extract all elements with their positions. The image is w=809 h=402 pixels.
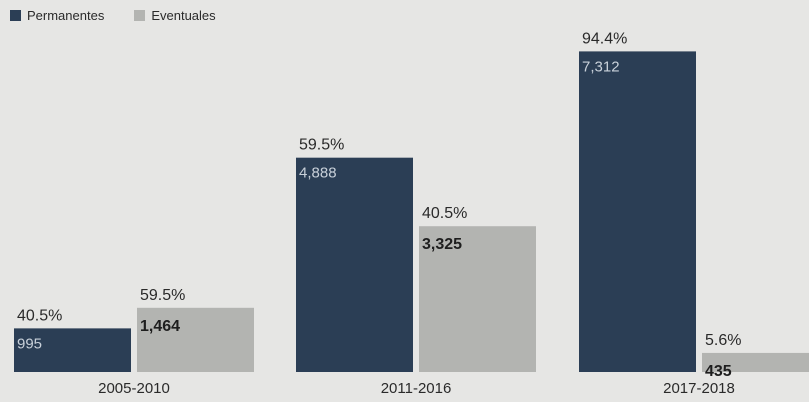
bar-permanentes-2017-2018	[579, 51, 696, 373]
x-tick-label-2005-2010: 2005-2010	[98, 380, 170, 397]
x-tick-label-2017-2018: 2017-2018	[663, 380, 735, 397]
value-label-permanentes-2017-2018: 7,312	[582, 58, 620, 75]
pct-label-permanentes-2011-2016: 59.5%	[299, 137, 344, 154]
pct-label-permanentes-2005-2010: 40.5%	[17, 307, 62, 324]
value-label-permanentes-2005-2010: 995	[17, 335, 42, 352]
legend-label-permanentes: Permanentes	[27, 8, 105, 23]
legend-item-eventuales: Eventuales	[134, 8, 216, 23]
legend-item-permanentes: Permanentes	[10, 8, 104, 23]
x-tick-label-2011-2016: 2011-2016	[381, 380, 452, 397]
pct-label-eventuales-2011-2016: 40.5%	[422, 205, 467, 222]
value-label-permanentes-2011-2016: 4,888	[299, 165, 337, 182]
bar-eventuales-2011-2016	[419, 226, 536, 372]
legend-swatch-eventuales	[134, 10, 146, 21]
value-label-eventuales-2017-2018: 435	[705, 363, 732, 380]
pct-label-eventuales-2005-2010: 59.5%	[140, 287, 185, 304]
bar-eventuales-2005-2010	[137, 307, 254, 372]
pct-label-eventuales-2017-2018: 5.6%	[705, 332, 741, 349]
bar-eventuales-2017-2018	[702, 352, 809, 372]
bar-permanentes-2005-2010	[14, 328, 131, 372]
legend-swatch-permanentes	[10, 10, 21, 21]
pct-label-permanentes-2017-2018: 94.4%	[582, 30, 627, 47]
bar-permanentes-2011-2016	[296, 157, 413, 372]
legend-label-eventuales: Eventuales	[151, 8, 216, 23]
value-label-eventuales-2011-2016: 3,325	[422, 236, 462, 253]
legend: Permanentes Eventuales	[10, 8, 238, 23]
value-label-eventuales-2005-2010: 1,464	[140, 318, 180, 335]
